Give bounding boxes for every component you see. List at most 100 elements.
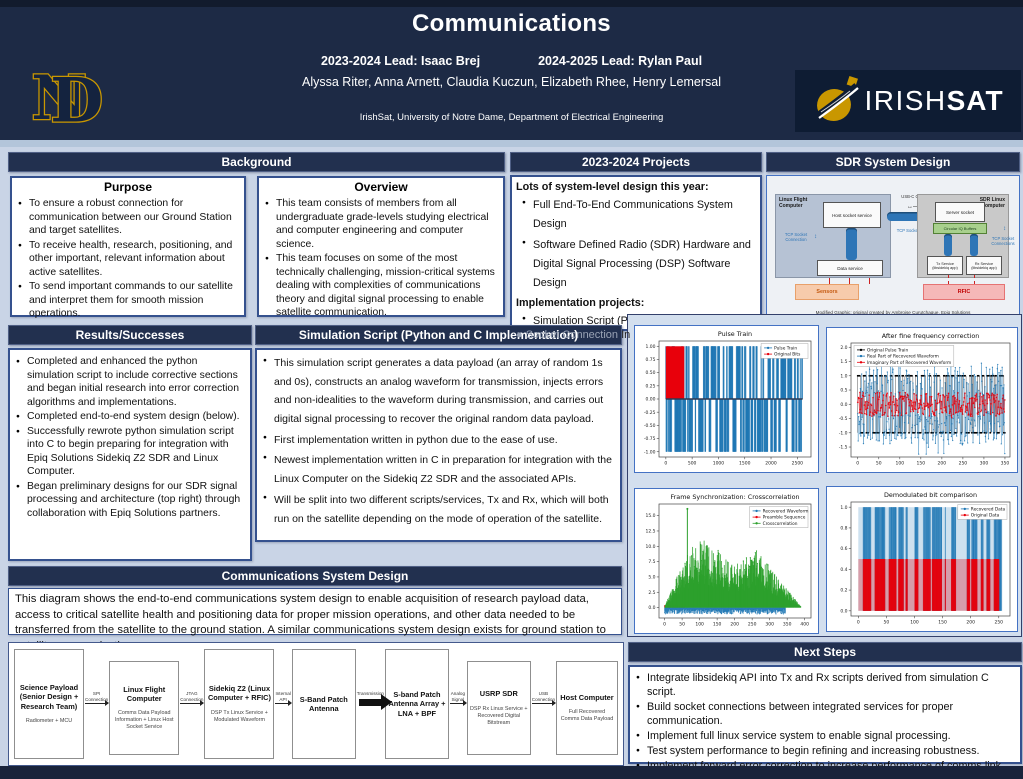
svg-text:0: 0 [856, 461, 859, 467]
svg-text:12.5: 12.5 [645, 529, 655, 535]
svg-text:300: 300 [980, 461, 989, 467]
flow-box-sband-antenna: S-Band Patch Antenna [291, 649, 356, 759]
arrow-icon [180, 700, 205, 707]
next-steps-bullet: Build socket connections between integra… [636, 700, 1016, 728]
svg-text:50: 50 [679, 622, 685, 628]
svg-text:400: 400 [800, 622, 809, 628]
flow-box-linux-flight-computer: Linux Flight Computer Comms Data Payload… [109, 661, 180, 755]
svg-text:1.0: 1.0 [840, 505, 847, 511]
arrow-icon [275, 700, 293, 707]
flow-connector-transmission: Transmission [356, 691, 393, 710]
sensor-link [869, 278, 870, 284]
arrow-icon [85, 700, 110, 707]
irishsat-planet-icon [815, 75, 860, 122]
header-top-strip [0, 0, 1023, 7]
projects-bullet: Software Defined Radio (SDR) Hardware an… [522, 236, 752, 293]
svg-text:Original Bits: Original Bits [774, 352, 801, 358]
projects-clipped-bullet: ● Socket Connection In [516, 329, 631, 341]
svg-text:200: 200 [966, 620, 975, 626]
bottom-band [0, 766, 1023, 779]
overview-bullet: This team focuses on some of the most te… [265, 252, 499, 320]
svg-text:0.2: 0.2 [840, 588, 847, 594]
svg-text:Original Pulse Train: Original Pulse Train [867, 347, 908, 353]
thick-arrow-icon [358, 694, 393, 710]
svg-text:After fine frequency correctio: After fine frequency correction [882, 332, 980, 340]
flow-connector: USB Connection [531, 691, 557, 707]
data-service-box: Data service [817, 260, 883, 276]
overview-panel: Overview This team consists of members f… [257, 176, 505, 320]
svg-text:-1.00: -1.00 [644, 449, 656, 455]
overview-bullet: This team consists of members from all u… [265, 197, 499, 251]
comms-flow-diagram: Science Payload (Senior Design + Researc… [8, 642, 624, 766]
flow-box-sidekiq-z2: Sidekiq Z2 (Linux Computer + RFIC) DSP T… [204, 649, 275, 759]
section-bar-comms-design: Communications System Design [8, 566, 622, 586]
svg-text:0: 0 [663, 622, 666, 628]
svg-text:500: 500 [688, 461, 697, 467]
svg-text:N: N [31, 63, 87, 134]
svg-text:Original Data: Original Data [971, 513, 1000, 519]
tcp-socket-right-label: TCP Socket Connections [991, 236, 1015, 247]
results-bullet: Completed end-to-end system design (belo… [16, 410, 246, 424]
simulation-bullet: Will be split into two different scripts… [263, 491, 616, 528]
sensor-link [849, 278, 850, 284]
purpose-title: Purpose [103, 180, 152, 194]
svg-text:5.0: 5.0 [648, 575, 655, 581]
tx-service-box: Tx Service (libsidekiq app) [927, 256, 963, 275]
next-steps-bullet: Implement full linux service system to e… [636, 729, 1016, 743]
svg-text:Imaginary Part of Recovered Wa: Imaginary Part of Recovered Waveform [867, 360, 951, 366]
rfic-box: RFIC [923, 284, 1005, 300]
svg-text:0.0: 0.0 [648, 605, 655, 611]
svg-text:50: 50 [876, 461, 882, 467]
simulation-bullet: Newest implementation written in C in pr… [263, 451, 616, 488]
section-bar-background: Background [8, 152, 505, 172]
purpose-bullet: To send important commands to our satell… [18, 280, 240, 321]
projects-intro-1: Lots of system-level design this year: [516, 181, 709, 193]
flow-connector: SPI Connection [84, 691, 110, 707]
svg-text:1500: 1500 [739, 461, 751, 467]
affiliation-line: IrishSat, University of Notre Dame, Depa… [359, 112, 664, 123]
sensors-box: Sensors [795, 284, 859, 300]
projects-bullet: Full End-To-End Communications System De… [522, 196, 752, 234]
svg-text:1000: 1000 [713, 461, 725, 467]
flow-box-host-computer: Host Computer Full Recovered Comms Data … [556, 661, 618, 755]
circular-iq-buffers-box: Circular IQ Buffers [933, 223, 987, 234]
next-steps-bullet: Test system performance to begin refinin… [636, 744, 1016, 758]
svg-text:Demodulated bit comparison: Demodulated bit comparison [884, 491, 977, 499]
svg-text:1.00: 1.00 [645, 344, 655, 350]
svg-text:0.4: 0.4 [840, 567, 847, 573]
svg-text:0.6: 0.6 [840, 546, 847, 552]
header: Communications 2023-2024 Lead: Isaac Bre… [0, 0, 1023, 140]
authors-line: Alyssa Riter, Anna Arnett, Claudia Kuczu… [302, 75, 721, 89]
svg-text:Crosscorrelation: Crosscorrelation [763, 521, 798, 527]
rfic-link [974, 275, 975, 284]
svg-text:7.5: 7.5 [648, 559, 655, 565]
section-bar-results: Results/Successes [8, 325, 252, 345]
comms-design-panel: This diagram shows the end-to-end commun… [8, 588, 622, 652]
svg-text:0.8: 0.8 [840, 526, 847, 532]
svg-text:250: 250 [748, 622, 757, 628]
nd-monogram-icon: N D [18, 56, 114, 138]
svg-text:Preamble Sequence: Preamble Sequence [763, 515, 806, 521]
svg-text:0.75: 0.75 [645, 357, 655, 363]
rx-pipe [970, 234, 978, 256]
svg-text:2.5: 2.5 [648, 590, 655, 596]
svg-text:0: 0 [664, 461, 667, 467]
svg-text:0.50: 0.50 [645, 370, 655, 376]
svg-text:-0.25: -0.25 [644, 410, 656, 416]
svg-text:100: 100 [695, 622, 704, 628]
svg-text:150: 150 [713, 622, 722, 628]
svg-text:-0.75: -0.75 [644, 436, 656, 442]
updown-arrow-icon: ↕ [1003, 226, 1006, 232]
svg-text:-0.50: -0.50 [644, 423, 656, 429]
svg-text:150: 150 [938, 620, 947, 626]
svg-text:Real Part of Recovered Wavefor: Real Part of Recovered Waveform [867, 354, 939, 360]
lead-left: 2023-2024 Lead: Isaac Brej [320, 54, 481, 68]
chart-frame-sync-crosscorrelation: Frame Synchronization: Crosscorrelation 0… [634, 488, 819, 634]
flow-connector: JTAG Connection [179, 691, 205, 707]
simulation-bullet: This simulation script generates a data … [263, 354, 616, 429]
charts-panel: Pulse Train 0 500 1000 1500 2000 2500 1.00 0.75 0… [627, 314, 1022, 637]
svg-text:250: 250 [994, 620, 1003, 626]
results-bullet: Completed and enhanced the python simula… [16, 355, 246, 409]
section-bar-sdr-design: SDR System Design [766, 152, 1020, 172]
svg-text:-0.5: -0.5 [839, 416, 848, 422]
